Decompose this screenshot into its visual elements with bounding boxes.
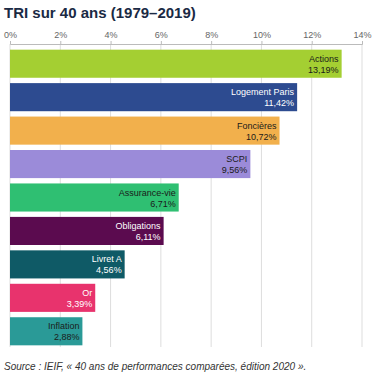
tick: 4%: [105, 30, 118, 44]
chart: TRI sur 40 ans (1979–2019) 0% 2% 4% 6% 8% 10% 1…: [0, 0, 385, 379]
axis-line: [11, 41, 363, 45]
value-label: 6,71%: [150, 199, 176, 209]
category-label: Foncières: [237, 121, 277, 131]
grid: [10, 44, 362, 347]
bar: [10, 150, 250, 178]
bar: [10, 250, 125, 278]
tick: 12%: [303, 30, 321, 44]
data-labels: Actions13,19% Logement Paris11,42% Foncièr…: [48, 54, 339, 343]
category-label: Logement Paris: [231, 87, 295, 97]
category-label: Or: [82, 288, 92, 298]
bar: [10, 317, 82, 345]
value-label: 9,56%: [222, 165, 248, 175]
bar: [10, 284, 95, 312]
category-label: Livret A: [92, 254, 122, 264]
bar: [10, 117, 280, 145]
value-label: 4,56%: [96, 265, 122, 275]
tick: 6%: [155, 30, 168, 44]
tick: 2%: [54, 30, 67, 44]
bars: [10, 50, 342, 346]
tick-mark: [261, 41, 262, 44]
value-label: 2,88%: [54, 332, 80, 342]
tick: 0%: [4, 30, 17, 44]
bar: [10, 83, 297, 111]
tick-mark: [161, 41, 162, 44]
tick-label: 14%: [353, 30, 371, 40]
value-label: 13,19%: [308, 65, 339, 75]
category-label: Obligations: [116, 221, 162, 231]
source: Source : IEIF, « 40 ans de performances …: [4, 361, 306, 372]
tick: 8%: [205, 30, 218, 44]
tick: 10%: [253, 30, 271, 44]
value-label: 3,39%: [67, 299, 93, 309]
tick-mark: [362, 41, 363, 44]
tick: 14%: [353, 30, 371, 44]
tick-mark: [211, 41, 212, 44]
x-axis: 0% 2% 4% 6% 8% 10% 12% 14%: [4, 30, 372, 45]
tick-label: 2%: [54, 30, 67, 40]
grid-line: [311, 44, 312, 347]
bar: [10, 50, 342, 78]
tick-label: 0%: [4, 30, 17, 40]
value-label: 11,42%: [264, 98, 294, 108]
tick-label: 6%: [155, 30, 168, 40]
category-label: SCPI: [226, 154, 247, 164]
tick-label: 12%: [303, 30, 321, 40]
tick-label: 8%: [205, 30, 218, 40]
grid-line: [362, 44, 363, 347]
category-label: Inflation: [48, 321, 80, 331]
tick-mark: [312, 41, 313, 44]
title: TRI sur 40 ans (1979–2019): [4, 4, 196, 21]
tick-label: 4%: [105, 30, 118, 40]
category-label: Assurance-vie: [119, 188, 176, 198]
tick-label: 10%: [253, 30, 271, 40]
value-label: 6,11%: [136, 232, 161, 242]
category-label: Actions: [309, 54, 339, 64]
value-label: 10,72%: [246, 132, 277, 142]
tick-mark: [60, 41, 61, 44]
bar: [10, 183, 179, 211]
tick-mark: [111, 41, 112, 44]
bar: [10, 217, 164, 245]
tick-mark: [10, 41, 11, 44]
